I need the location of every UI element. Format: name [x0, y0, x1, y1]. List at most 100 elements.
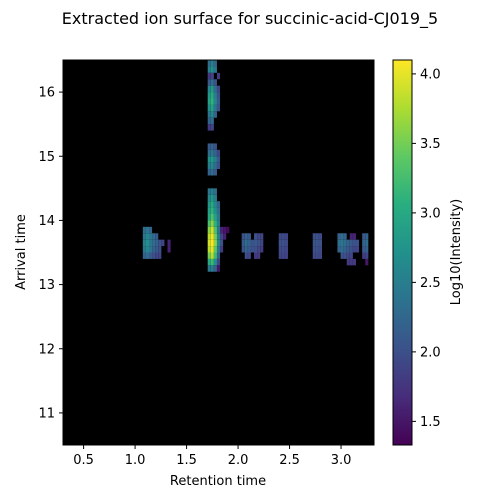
heatmap-cell	[340, 233, 344, 240]
heatmap-cell	[241, 233, 245, 240]
x-tick-label: 1.0	[125, 453, 146, 468]
heatmap-cell	[254, 239, 258, 247]
heatmap-cell	[352, 233, 356, 240]
heatmap-cell	[210, 66, 214, 73]
heatmap-cell	[346, 252, 350, 259]
heatmap-cell	[142, 246, 146, 253]
heatmap-cell	[365, 258, 369, 266]
heatmap-cell	[244, 239, 248, 247]
plot-frame	[62, 59, 375, 446]
heatmap-cell	[210, 117, 214, 125]
y-tick-label: 11	[38, 406, 55, 421]
heatmap-cell	[210, 98, 214, 105]
y-axis-label: Arrival time	[14, 214, 29, 290]
heatmap-cell	[281, 252, 285, 259]
heatmap-cell	[145, 226, 149, 234]
heatmap-cell	[210, 246, 214, 253]
heatmap-cell	[207, 252, 211, 259]
heatmap-cell	[352, 258, 356, 266]
heatmap-cell	[207, 143, 211, 150]
heatmap-cell	[349, 233, 353, 240]
heatmap-cell	[346, 246, 350, 253]
heatmap-cell	[226, 226, 230, 234]
heatmap-cell	[207, 60, 211, 67]
heatmap-cell	[155, 246, 159, 253]
heatmap-cell	[220, 226, 224, 234]
heatmap-cell	[213, 85, 217, 93]
heatmap-cell	[207, 92, 211, 99]
heatmap-cell	[220, 246, 224, 253]
heatmap-cell	[207, 98, 211, 105]
heatmap-cell	[152, 233, 156, 240]
heatmap-cell	[216, 252, 221, 259]
heatmap-cell	[346, 239, 350, 247]
heatmap-cell	[247, 252, 251, 259]
heatmap-cell	[145, 233, 149, 240]
heatmap-cell	[318, 233, 322, 240]
heatmap-cell	[213, 79, 217, 86]
heatmap-cell	[213, 207, 217, 214]
heatmap-cell	[355, 239, 360, 247]
heatmap-cell	[216, 214, 221, 221]
heatmap-cell	[213, 239, 217, 247]
heatmap-cell	[278, 233, 282, 240]
heatmap-cell	[210, 169, 214, 176]
heatmap-cell	[158, 246, 162, 253]
heatmap-cell	[213, 111, 217, 118]
heatmap-cell	[213, 104, 217, 112]
heatmap-cell	[207, 188, 211, 195]
heatmap-cell	[250, 246, 255, 253]
heatmap-cell	[210, 124, 214, 131]
heatmap-cell	[158, 252, 162, 259]
heatmap-cell	[352, 246, 356, 253]
heatmap-cell	[207, 111, 211, 118]
colorbar-label: Log10(Intensity)	[449, 199, 464, 306]
heatmap-cell	[210, 220, 214, 227]
heatmap-cell	[337, 246, 341, 253]
heatmap-cell	[216, 239, 221, 247]
plot-area	[62, 59, 375, 446]
heatmap-cell	[244, 233, 248, 240]
heatmap-cell	[281, 233, 285, 240]
heatmap-cell	[284, 239, 289, 247]
heatmap-cell	[213, 162, 217, 170]
heatmap-cell	[216, 265, 221, 272]
heatmap-cell	[210, 72, 214, 80]
heatmap-cell	[220, 239, 224, 247]
heatmap-cell	[257, 252, 261, 259]
heatmap-cell	[210, 143, 214, 150]
heatmap-cell	[250, 239, 255, 247]
heatmap-cell	[210, 111, 214, 118]
heatmap-cell	[148, 246, 153, 253]
heatmap-cell	[281, 246, 285, 253]
heatmap-cell	[210, 79, 214, 86]
heatmap-cell	[213, 214, 217, 221]
heatmap-cell	[213, 188, 217, 195]
heatmap-cell	[337, 233, 341, 240]
heatmap-cell	[213, 246, 217, 253]
heatmap-cell	[315, 239, 319, 247]
heatmap-cell	[210, 85, 214, 93]
heatmap-cell	[355, 246, 360, 253]
heatmap-cell	[312, 239, 316, 247]
heatmap-cell	[312, 233, 316, 240]
x-axis: 0.5 1.0 1.5 2.0 2.5 3.0	[73, 445, 351, 468]
heatmap-cell	[340, 239, 344, 247]
heatmap-cell	[352, 239, 356, 247]
heatmap-cell	[213, 226, 217, 234]
heatmap-cell	[216, 72, 221, 80]
heatmap-cell	[207, 156, 211, 163]
colorbar-tick-label: 1.5	[420, 415, 441, 430]
heatmap-cell	[260, 239, 264, 247]
heatmap-cell	[213, 258, 217, 266]
colorbar-tick-label: 4.0	[420, 67, 441, 82]
heatmap-cell	[207, 239, 211, 247]
heatmap-cell	[254, 233, 258, 240]
heatmap-cell	[145, 246, 149, 253]
heatmap-cell	[142, 233, 146, 240]
x-tick-label: 1.5	[176, 453, 197, 468]
y-tick-label: 12	[38, 342, 55, 357]
heatmap-cell	[142, 252, 146, 259]
x-tick-label: 0.5	[73, 453, 94, 468]
heatmap-cell	[315, 252, 319, 259]
